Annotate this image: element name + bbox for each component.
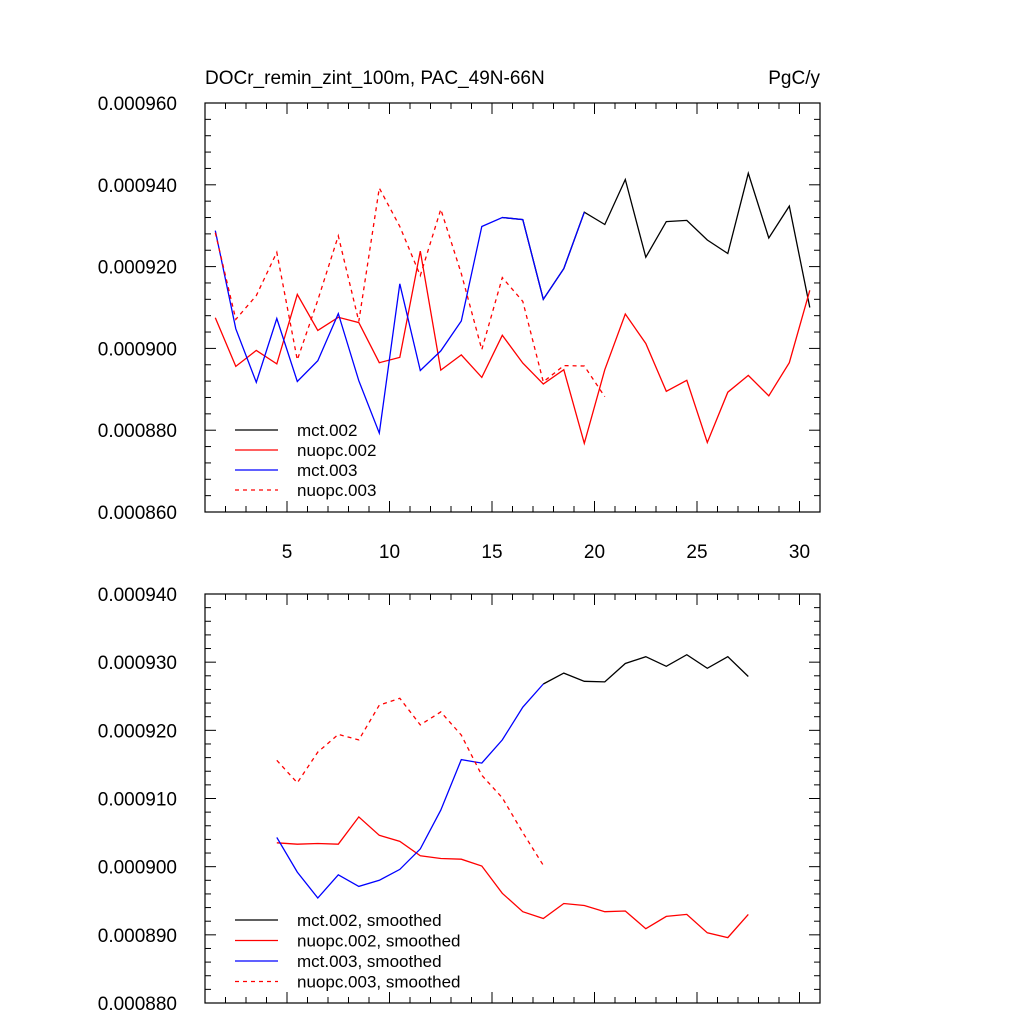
- x-tick-label: 30: [789, 542, 810, 563]
- top-chart-panel: DOCr_remin_zint_100m, PAC_49N-66N PgC/y …: [98, 68, 821, 563]
- y-tick-label: 0.000920: [98, 721, 177, 742]
- y-tick-label: 0.000880: [98, 994, 177, 1015]
- x-tick-label: 5: [282, 542, 293, 563]
- y-tick-label: 0.000960: [98, 94, 177, 115]
- y-tick-label: 0.000890: [98, 926, 177, 947]
- series-line-nuopc-003: [214, 186, 606, 398]
- y-tick-label: 0.000860: [98, 503, 177, 524]
- y-tick-label: 0.000930: [98, 653, 177, 674]
- series-line-nuopc-002: [214, 250, 811, 446]
- bottom-chart-ticks: 0.000880 0.000890 0.000900 0.000910 0.000920…: [98, 585, 821, 1015]
- legend-label: nuopc.002, smoothed: [297, 932, 461, 951]
- series-line-mct-003: [214, 211, 585, 436]
- bottom-chart-series: [276, 653, 749, 939]
- legend-label: nuopc.003: [297, 481, 376, 500]
- legend-label: nuopc.002: [297, 441, 376, 460]
- legend-label: mct.002: [297, 421, 357, 440]
- y-tick-label: 0.000940: [98, 585, 177, 606]
- series-line-mct-002-smoothed: [542, 653, 749, 685]
- bottom-chart-legend: mct.002, smoothed nuopc.002, smoothedmct.…: [235, 911, 461, 992]
- top-chart-series: [214, 170, 811, 446]
- x-tick-label: 10: [379, 542, 400, 563]
- series-line-mct-003-smoothed: [276, 683, 544, 900]
- top-chart-ticks: 0.000860 0.000880 0.000900 0.000920 0.000940…: [98, 94, 821, 563]
- legend-label: mct.003, smoothed: [297, 952, 442, 971]
- top-chart-units: PgC/y: [768, 68, 820, 89]
- x-tick-label: 20: [584, 542, 605, 563]
- x-tick-label: 25: [686, 542, 707, 563]
- y-tick-label: 0.000910: [98, 790, 177, 811]
- series-line-nuopc-003-smoothed: [276, 697, 544, 866]
- x-tick-label: 15: [481, 542, 502, 563]
- top-chart-title: DOCr_remin_zint_100m, PAC_49N-66N: [205, 68, 545, 89]
- series-line-mct-002: [502, 170, 811, 308]
- legend-label: mct.002, smoothed: [297, 911, 442, 930]
- y-tick-label: 0.000940: [98, 176, 177, 197]
- y-tick-label: 0.000880: [98, 421, 177, 442]
- y-tick-label: 0.000900: [98, 858, 177, 879]
- y-tick-label: 0.000920: [98, 258, 177, 279]
- legend-label: mct.003: [297, 461, 357, 480]
- legend-label: nuopc.003, smoothed: [297, 973, 461, 992]
- series-line-nuopc-002-smoothed: [276, 815, 749, 939]
- y-tick-label: 0.000900: [98, 339, 177, 360]
- bottom-chart-panel: 0.000880 0.000890 0.000900 0.000910 0.000920…: [98, 585, 821, 1015]
